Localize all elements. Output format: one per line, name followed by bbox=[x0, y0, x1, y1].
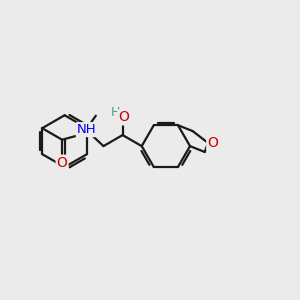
Text: H: H bbox=[110, 106, 120, 118]
Text: O: O bbox=[57, 156, 68, 170]
Text: O: O bbox=[207, 136, 218, 150]
Text: NH: NH bbox=[77, 123, 96, 136]
Text: O: O bbox=[118, 110, 129, 124]
